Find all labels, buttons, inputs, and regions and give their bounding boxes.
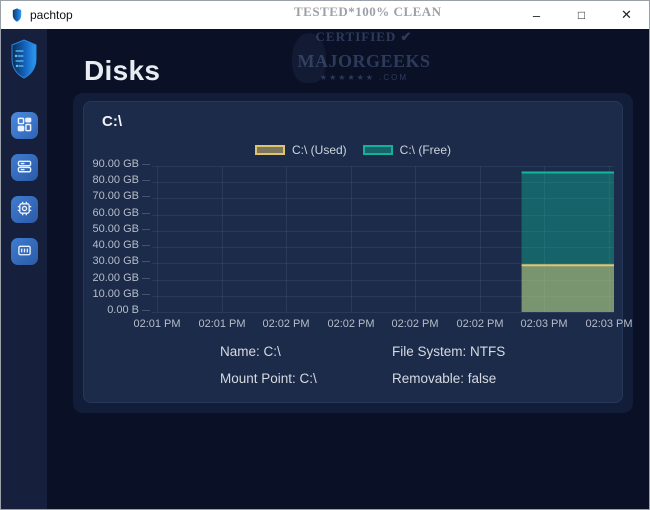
memory-icon (17, 243, 32, 261)
x-tick-label: 02:02 PM (391, 318, 439, 330)
y-tick-label: 80.00 GB (84, 174, 150, 186)
v-gridline (157, 166, 158, 312)
v-gridline (609, 166, 610, 312)
h-gridline (152, 166, 614, 167)
legend-item-free[interactable]: C:\ (Free) (362, 143, 452, 157)
sidebar-item-cpu[interactable] (10, 196, 38, 223)
minimize-button[interactable]: – (532, 7, 541, 23)
window-controls: – □ ✕ (514, 1, 649, 29)
x-tick-label: 02:01 PM (198, 318, 246, 330)
h-gridline (152, 231, 614, 232)
cpu-icon (17, 201, 32, 219)
y-tick-label: 60.00 GB (84, 207, 150, 219)
sidebar-item-memory[interactable] (10, 238, 38, 265)
disk-card: C:\ C:\ (Used) C:\ (Free) 90.00 (83, 101, 633, 403)
y-tick-label: 40.00 GB (84, 239, 150, 251)
chart-legend: C:\ (Used) C:\ (Free) (84, 143, 622, 157)
x-tick-label: 02:02 PM (262, 318, 310, 330)
legend-label-free: C:\ (Free) (399, 143, 452, 157)
legend-item-used[interactable]: C:\ (Used) (254, 143, 347, 157)
detail-removable: Removable: false (392, 371, 497, 386)
legend-swatch-used-icon (254, 145, 285, 155)
v-gridline (222, 166, 223, 312)
page-title: Disks (84, 55, 161, 86)
plot-area[interactable] (152, 166, 614, 313)
area-series (521, 171, 614, 312)
disk-usage-chart: 90.00 GB 80.00 GB 70.00 GB 60.00 GB 50.00 GB… (84, 158, 633, 342)
v-gridline (544, 166, 545, 312)
close-button[interactable]: ✕ (621, 7, 632, 22)
v-gridline (351, 166, 352, 312)
titlebar: pachtop – □ ✕ (1, 1, 649, 29)
x-tick-label: 02:03 PM (585, 318, 633, 330)
y-tick-label: 20.00 GB (84, 272, 150, 284)
sidebar-item-dashboard[interactable] (10, 112, 38, 139)
y-tick-label: 0.00 B (84, 304, 150, 316)
legend-label-used: C:\ (Used) (291, 143, 347, 157)
y-tick-label: 50.00 GB (84, 223, 150, 235)
y-tick-label: 10.00 GB (84, 288, 150, 300)
maximize-button[interactable]: □ (577, 8, 586, 22)
y-tick-label: 30.00 GB (84, 255, 150, 267)
detail-filesystem: File System: NTFS (392, 344, 506, 359)
v-gridline (286, 166, 287, 312)
free-area (521, 172, 614, 312)
main-content: Disks C:\ C:\ (Used) C:\ (Free) (47, 29, 649, 509)
x-tick-label: 02:01 PM (133, 318, 181, 330)
h-gridline (152, 215, 614, 216)
dashboard-icon (17, 117, 32, 135)
x-tick-label: 02:03 PM (520, 318, 568, 330)
disk-card-title: C:\ (102, 113, 122, 130)
app-icon-shield (10, 8, 24, 22)
v-gridline (415, 166, 416, 312)
detail-name: Name: C:\ (220, 344, 281, 359)
y-tick-label: 90.00 GB (84, 158, 150, 170)
v-gridline (480, 166, 481, 312)
h-gridline (152, 280, 614, 281)
sidebar (1, 29, 47, 509)
disk-icon (17, 159, 32, 177)
window-title: pachtop (30, 8, 73, 22)
x-tick-label: 02:02 PM (456, 318, 504, 330)
used-area (521, 265, 614, 312)
sidebar-item-disks[interactable] (10, 154, 38, 181)
h-gridline (152, 296, 614, 297)
x-tick-label: 02:02 PM (327, 318, 375, 330)
h-gridline (152, 198, 614, 199)
y-tick-label: 70.00 GB (84, 190, 150, 202)
app-logo-shield (10, 39, 38, 84)
legend-swatch-free-icon (362, 145, 393, 155)
detail-mount-point: Mount Point: C:\ (220, 371, 317, 386)
disks-panel: C:\ C:\ (Used) C:\ (Free) 90.00 (73, 93, 633, 413)
h-gridline (152, 263, 614, 264)
h-gridline (152, 182, 614, 183)
h-gridline (152, 247, 614, 248)
h-gridline (152, 312, 614, 313)
